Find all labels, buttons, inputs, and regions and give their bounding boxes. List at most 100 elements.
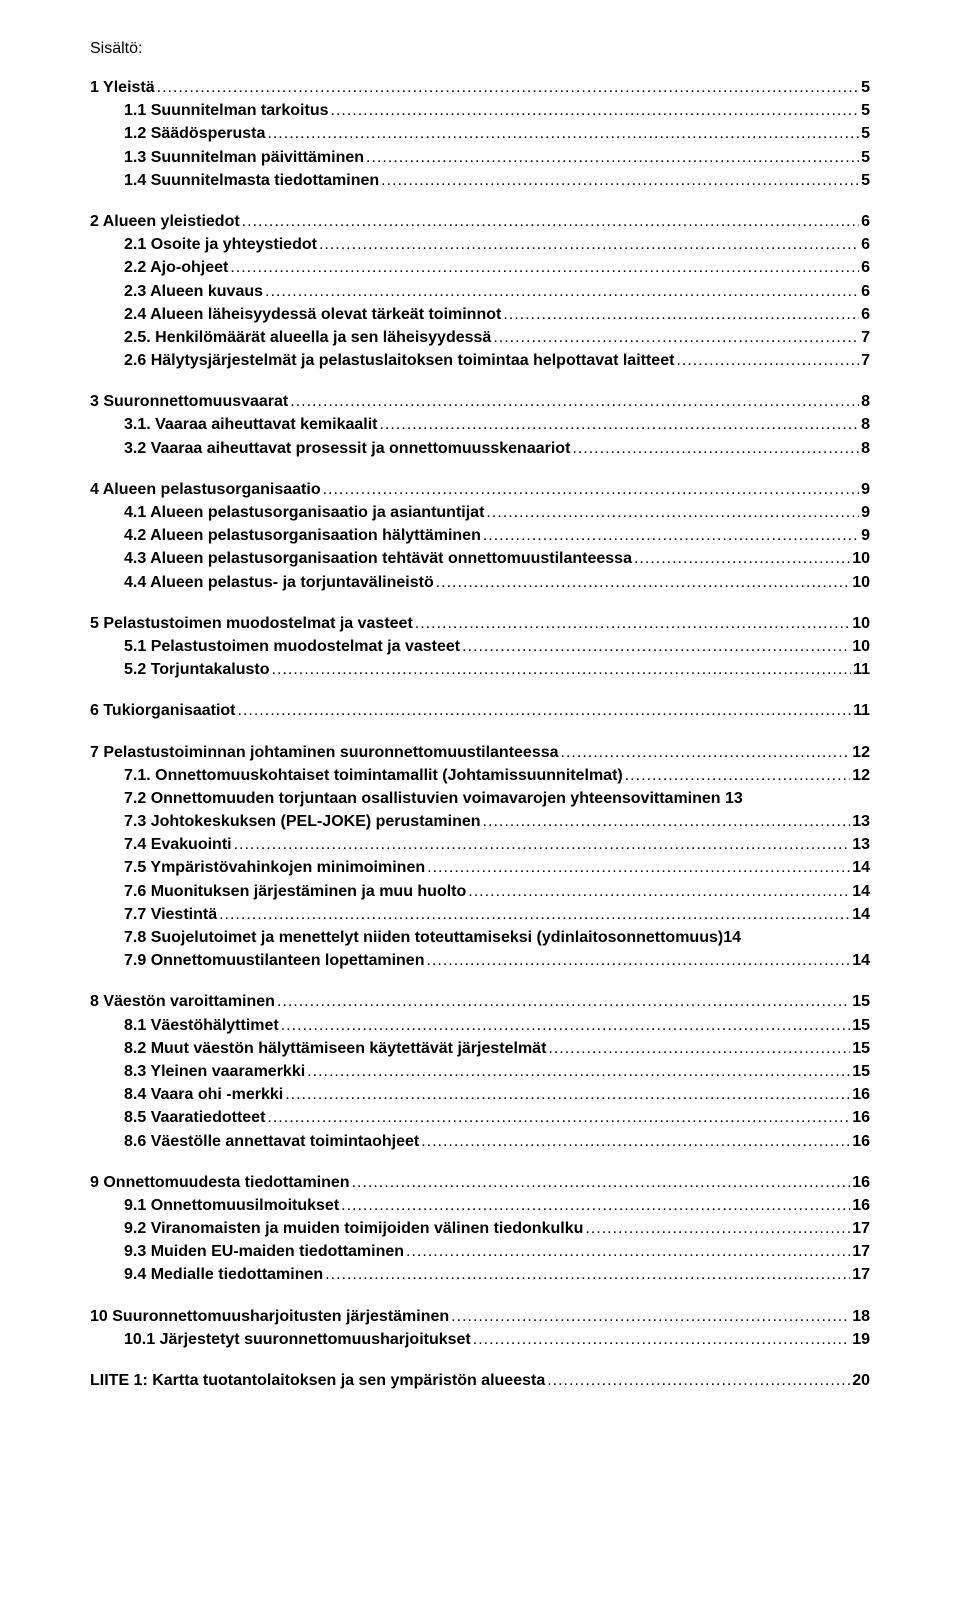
toc-leader-dots <box>468 880 850 903</box>
toc-entry: 6 Tukiorganisaatiot 11 <box>90 699 870 722</box>
toc-entry-label: 10 Suuronnettomuusharjoitusten järjestäm… <box>90 1305 449 1328</box>
toc-leader-dots <box>451 1305 850 1328</box>
toc-entry-label: LIITE 1: Kartta tuotantolaitoksen ja sen… <box>90 1369 545 1392</box>
toc-entry-page: 9 <box>861 501 870 524</box>
toc-leader-dots <box>381 169 859 192</box>
toc-leader-dots <box>319 233 859 256</box>
toc-leader-dots <box>366 146 859 169</box>
toc-entry: 8.3 Yleinen vaaramerkki15 <box>90 1060 870 1083</box>
toc-entry: 2.5. Henkilömäärät alueella ja sen lähei… <box>90 326 870 349</box>
toc-entry: 7.3 Johtokeskuksen (PEL-JOKE) perustamin… <box>90 810 870 833</box>
toc-entry: 3.1. Vaaraa aiheuttavat kemikaalit8 <box>90 413 870 436</box>
toc-entry-page: 17 <box>852 1240 870 1263</box>
toc-leader-dots <box>281 1014 850 1037</box>
toc-entry-page: 5 <box>861 169 870 192</box>
toc-entry-page: 9 <box>861 524 870 547</box>
toc-entry-label: 4.3 Alueen pelastusorganisaation tehtävä… <box>124 547 632 570</box>
toc-entry: 2 Alueen yleistiedot6 <box>90 210 870 233</box>
toc-entry-page: 16 <box>852 1171 870 1194</box>
toc-entry-page: 5 <box>861 146 870 169</box>
toc-entry-label: 9.4 Medialle tiedottaminen <box>124 1263 323 1286</box>
toc-entry-page: 19 <box>852 1328 870 1351</box>
toc-leader-dots <box>462 635 850 658</box>
toc-leader-dots <box>219 903 850 926</box>
toc-leader-dots <box>572 437 859 460</box>
toc-leader-dots <box>267 1106 850 1129</box>
toc-entry-page: 13 <box>852 810 870 833</box>
toc-entry: 3 Suuronnettomuusvaarat 8 <box>90 390 870 413</box>
toc-leader-dots <box>634 547 850 570</box>
toc-entry-label: 5.1 Pelastustoimen muodostelmat ja vaste… <box>124 635 460 658</box>
toc-leader-dots <box>493 326 859 349</box>
toc-entry: 5 Pelastustoimen muodostelmat ja vasteet… <box>90 612 870 635</box>
toc-entry-label: 9 Onnettomuudesta tiedottaminen <box>90 1171 350 1194</box>
toc-entry-label: 8.4 Vaara ohi -merkki <box>124 1083 283 1106</box>
toc-entry: 7.8 Suojelutoimet ja menettelyt niiden t… <box>90 926 870 949</box>
toc-entry-label: 1 Yleistä <box>90 76 155 99</box>
toc-entry-page: 14 <box>852 856 870 879</box>
toc-leader-dots <box>379 413 859 436</box>
toc-entry: 4.1 Alueen pelastusorganisaatio ja asian… <box>90 501 870 524</box>
toc-entry: 1.1 Suunnitelman tarkoitus 5 <box>90 99 870 122</box>
toc-entry-page: 6 <box>861 256 870 279</box>
toc-leader-dots <box>503 303 859 326</box>
toc-entry: 9.1 Onnettomuusilmoitukset16 <box>90 1194 870 1217</box>
toc-entry: 9.3 Muiden EU-maiden tiedottaminen17 <box>90 1240 870 1263</box>
toc-entry: LIITE 1: Kartta tuotantolaitoksen ja sen… <box>90 1369 870 1392</box>
toc-entry-page: 6 <box>861 210 870 233</box>
toc-entry: 1.2 Säädösperusta5 <box>90 122 870 145</box>
toc-entry-page: 16 <box>852 1194 870 1217</box>
toc-entry: 4.4 Alueen pelastus- ja torjuntavälineis… <box>90 571 870 594</box>
toc-entry-label: 2.3 Alueen kuvaus <box>124 280 263 303</box>
toc-entry: 7.9 Onnettomuustilanteen lopettaminen14 <box>90 949 870 972</box>
toc-entry: 7.1. Onnettomuuskohtaiset toimintamallit… <box>90 764 870 787</box>
toc-entry: 2.1 Osoite ja yhteystiedot6 <box>90 233 870 256</box>
toc-entry-page: 11 <box>853 699 870 722</box>
toc-entry-page: 8 <box>861 437 870 460</box>
toc-leader-dots <box>277 990 850 1013</box>
toc-leader-dots <box>585 1217 850 1240</box>
toc-entry: 7.4 Evakuointi13 <box>90 833 870 856</box>
toc-entry-label: 1.1 Suunnitelman tarkoitus <box>124 99 328 122</box>
toc-leader-dots <box>272 658 852 681</box>
toc-entry-label: 2.5. Henkilömäärät alueella ja sen lähei… <box>124 326 491 349</box>
toc-entry: 1.4 Suunnitelmasta tiedottaminen5 <box>90 169 870 192</box>
toc-entry-page: 8 <box>861 390 870 413</box>
toc-leader-dots <box>426 949 850 972</box>
toc-entry: 5.2 Torjuntakalusto 11 <box>90 658 870 681</box>
toc-entry-page: 5 <box>861 122 870 145</box>
toc-entry: 1.3 Suunnitelman päivittäminen 5 <box>90 146 870 169</box>
toc-entry-page: 8 <box>861 413 870 436</box>
toc-entry: 7.2 Onnettomuuden torjuntaan osallistuvi… <box>90 787 870 810</box>
toc-entry: 2.6 Hälytysjärjestelmät ja pelastuslaito… <box>90 349 870 372</box>
toc-entry-page: 15 <box>852 1037 870 1060</box>
toc-entry-page: 10 <box>852 547 870 570</box>
toc-entry: 7 Pelastustoiminnan johtaminen suuronnet… <box>90 741 870 764</box>
toc-entry: 4.3 Alueen pelastusorganisaation tehtävä… <box>90 547 870 570</box>
toc-entry-label: 6 Tukiorganisaatiot <box>90 699 236 722</box>
toc-entry-label: 9.2 Viranomaisten ja muiden toimijoiden … <box>124 1217 583 1240</box>
toc-entry: 4 Alueen pelastusorganisaatio9 <box>90 478 870 501</box>
toc-entry: 8.2 Muut väestön hälyttämiseen käytettäv… <box>90 1037 870 1060</box>
toc-leader-dots <box>548 1037 850 1060</box>
toc-entry-page: 15 <box>852 1014 870 1037</box>
toc-leader-dots <box>352 1171 851 1194</box>
toc-entry-label: 4 Alueen pelastusorganisaatio <box>90 478 321 501</box>
toc-entry-label: 5.2 Torjuntakalusto <box>124 658 270 681</box>
toc-entry-label: 1.3 Suunnitelman päivittäminen <box>124 146 364 169</box>
toc-leader-dots <box>238 699 852 722</box>
toc-entry-label: 7 Pelastustoiminnan johtaminen suuronnet… <box>90 741 559 764</box>
toc-entry-label: 3 Suuronnettomuusvaarat <box>90 390 288 413</box>
toc-entry-page: 14 <box>852 880 870 903</box>
toc-entry-page: 14 <box>852 903 870 926</box>
toc-entry: 9 Onnettomuudesta tiedottaminen 16 <box>90 1171 870 1194</box>
toc-leader-dots <box>285 1083 850 1106</box>
toc-entry: 7.6 Muonituksen järjestäminen ja muu huo… <box>90 880 870 903</box>
toc-entry-label: 4.1 Alueen pelastusorganisaatio ja asian… <box>124 501 484 524</box>
toc-entry: 8.5 Vaaratiedotteet16 <box>90 1106 870 1129</box>
toc-entry-page: 11 <box>853 658 870 681</box>
toc-entry-page: 17 <box>852 1263 870 1286</box>
toc-leader-dots <box>330 99 859 122</box>
toc-entry-page: 5 <box>861 99 870 122</box>
toc-entry-label: 8.5 Vaaratiedotteet <box>124 1106 265 1129</box>
